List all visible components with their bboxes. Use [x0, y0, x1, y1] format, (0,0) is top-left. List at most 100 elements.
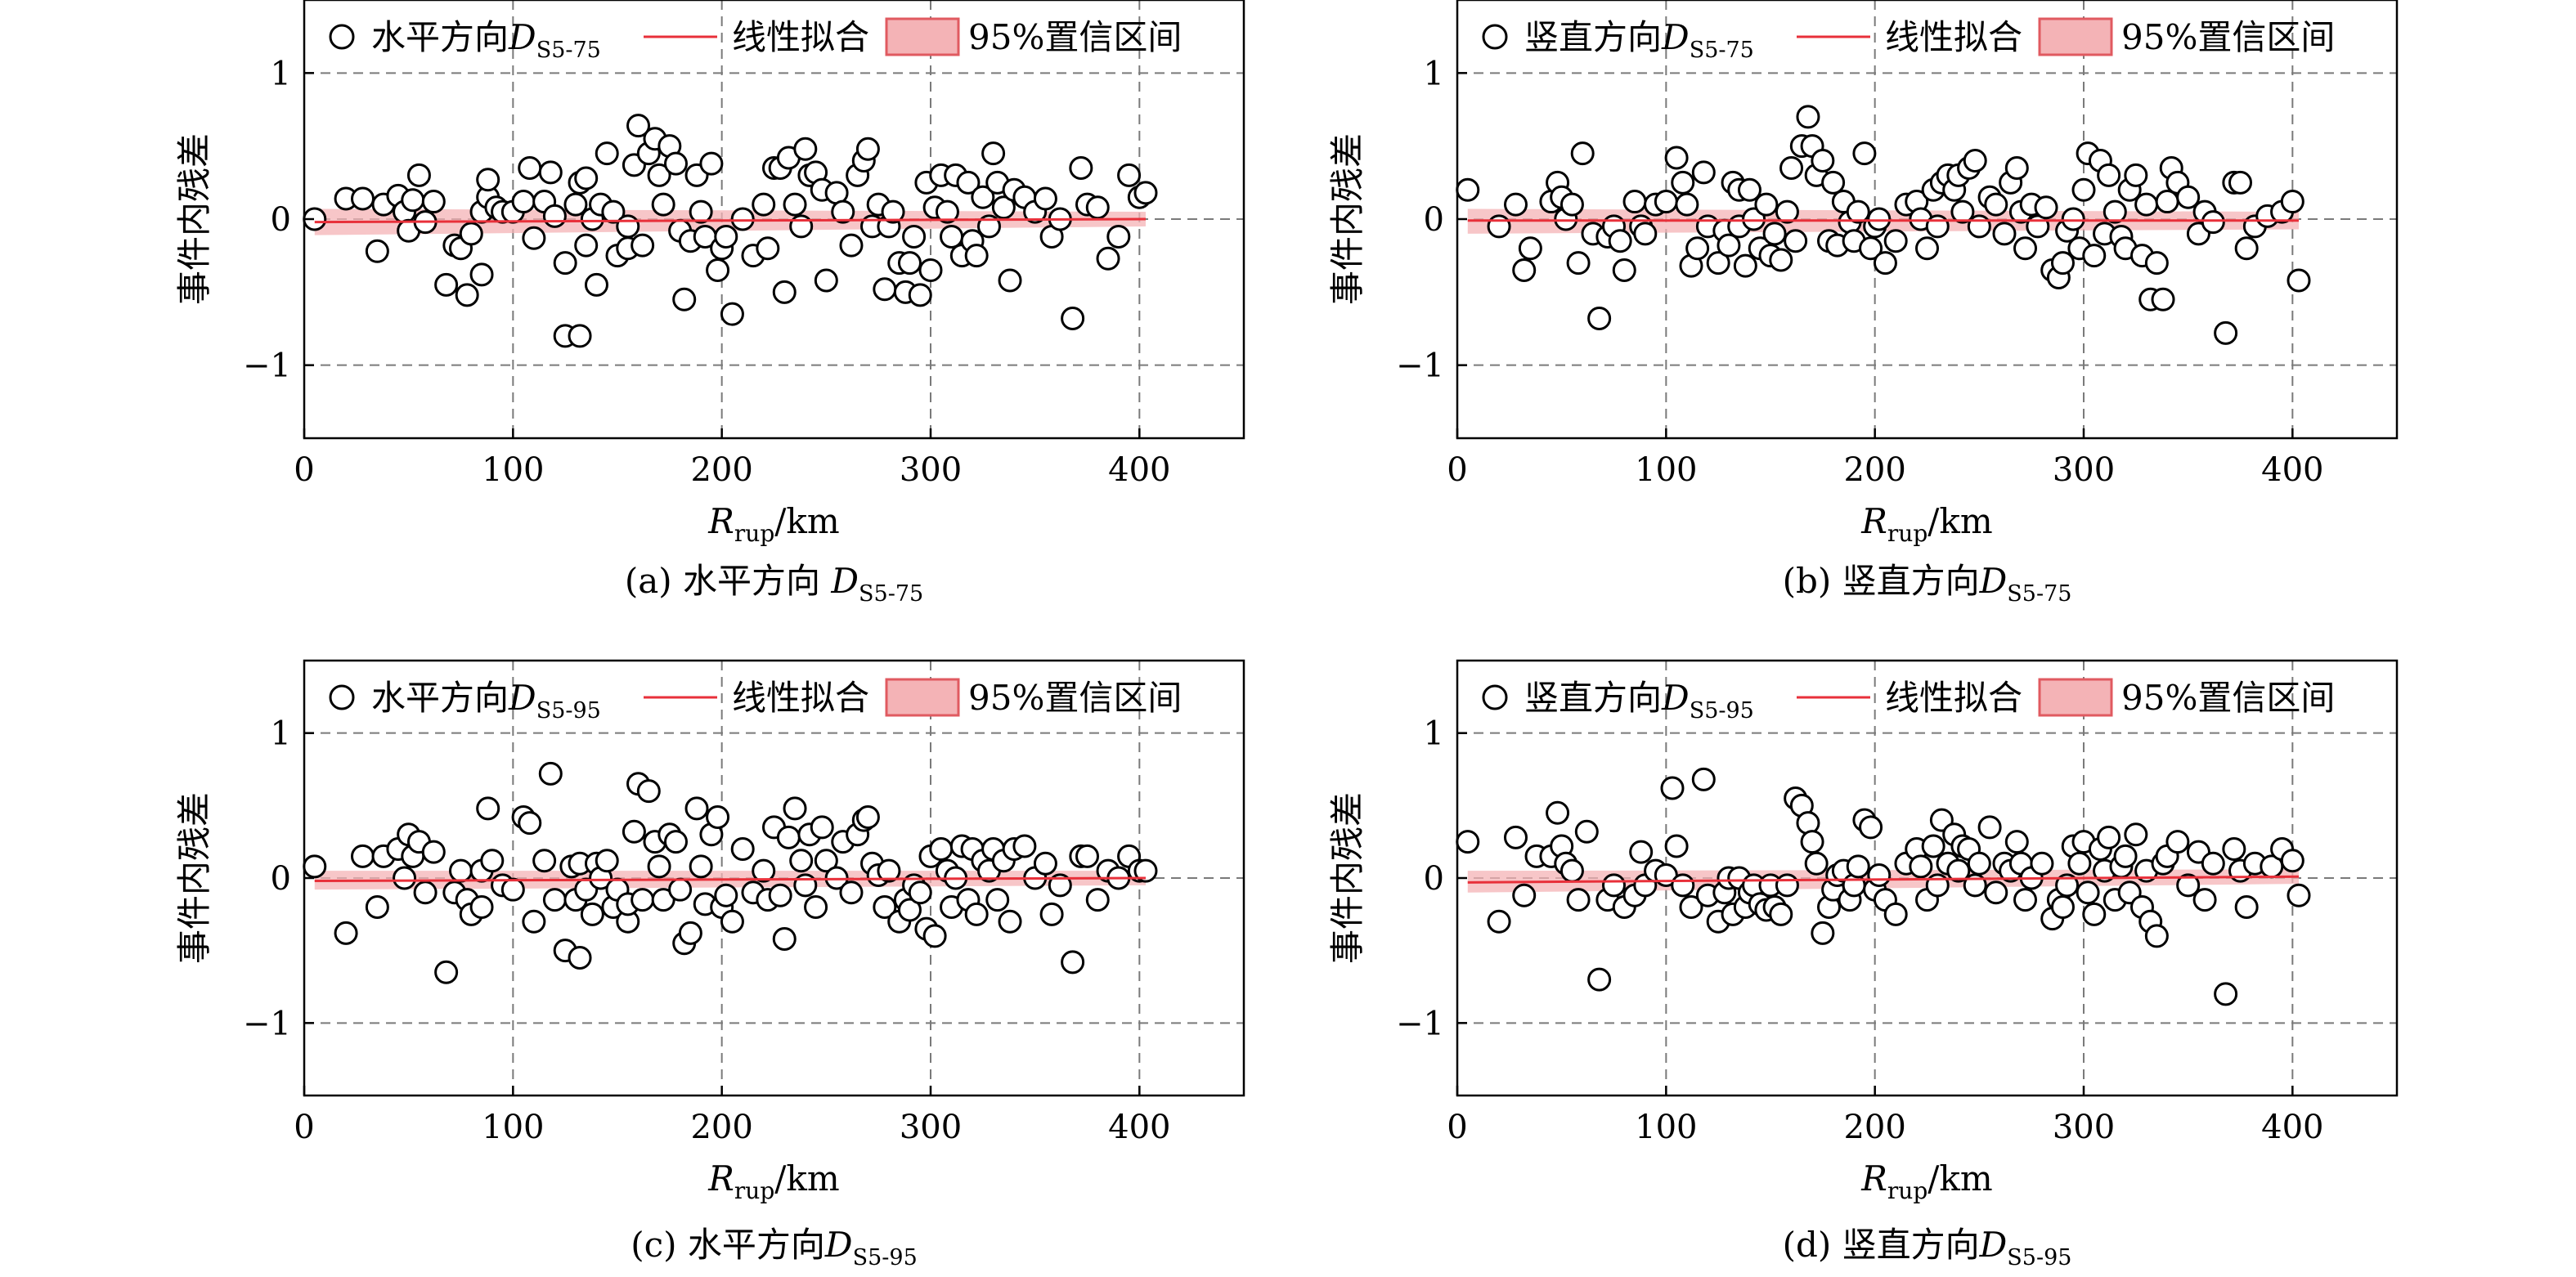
legend-band-icon: [2038, 17, 2113, 56]
data-point: [2151, 287, 2175, 311]
data-point: [1518, 236, 1542, 261]
legend-marker-icon: [329, 24, 355, 50]
data-point: [1133, 858, 1158, 883]
data-point: [2124, 822, 2148, 847]
data-point: [1612, 258, 1636, 283]
data-point: [1546, 800, 1570, 825]
data-point: [622, 819, 646, 844]
data-point: [2287, 268, 2311, 293]
scatter-points: [1456, 105, 2311, 345]
data-point: [897, 251, 922, 276]
data-point: [522, 909, 546, 934]
data-point: [1804, 851, 1829, 876]
data-point: [976, 214, 1001, 239]
data-point: [568, 324, 592, 348]
data-point: [647, 163, 671, 187]
data-point: [2050, 251, 2075, 276]
data-point: [1769, 248, 1793, 272]
y-axis-label: 事件内残差: [1327, 792, 1367, 964]
data-point: [563, 192, 588, 217]
data-point: [1512, 258, 1537, 283]
data-point: [1859, 815, 1883, 840]
data-point: [580, 902, 604, 926]
legend-label-fit: 线性拟合: [732, 678, 869, 718]
x-tick-label: 200: [690, 1109, 752, 1146]
data-point: [1691, 767, 1716, 791]
data-point: [730, 837, 755, 862]
data-point: [985, 888, 1010, 912]
data-point: [1867, 207, 1892, 231]
data-point: [720, 909, 744, 934]
data-point: [1456, 177, 1480, 202]
data-point: [469, 894, 494, 919]
legend-label-band: 95%置信区间: [968, 17, 1182, 57]
data-point: [756, 236, 780, 261]
data-point: [1691, 160, 1716, 185]
data-point: [2192, 888, 2217, 912]
x-tick-label: 300: [2053, 451, 2115, 489]
data-point: [511, 190, 536, 214]
x-tick-label: 100: [1635, 1109, 1697, 1146]
y-tick-label: 0: [271, 860, 291, 898]
x-tick-label: 100: [1635, 451, 1697, 489]
data-point: [1602, 873, 1626, 898]
data-point: [449, 858, 473, 883]
x-tick-label: 0: [1447, 1109, 1467, 1146]
panel-caption: (c) 水平方向DS5-95: [631, 1225, 918, 1270]
y-tick-label: 0: [1424, 201, 1444, 239]
data-point: [1664, 146, 1689, 170]
legend-band-icon: [885, 17, 960, 56]
data-point: [2082, 244, 2107, 268]
data-point: [532, 849, 557, 873]
data-point: [752, 192, 776, 217]
y-axis-label: 事件内残差: [174, 792, 214, 964]
legend-marker-icon: [329, 684, 355, 710]
y-tick-label: −1: [1396, 1005, 1444, 1042]
data-point: [476, 168, 500, 192]
data-point: [1061, 306, 1085, 330]
data-point: [902, 224, 927, 249]
panel-caption: (b) 竖直方向DS5-75: [1783, 561, 2072, 607]
data-point: [714, 224, 738, 249]
data-point: [2071, 177, 2096, 202]
data-point: [789, 849, 814, 873]
data-point: [1069, 155, 1093, 180]
data-point: [1779, 155, 1804, 180]
data-point: [2176, 873, 2201, 898]
legend-label-points: 竖直方向DS5-95: [1524, 678, 1754, 724]
data-point: [1883, 902, 1908, 926]
data-point: [1012, 834, 1037, 858]
data-point: [720, 302, 744, 326]
data-point: [1967, 214, 1991, 239]
data-point: [2214, 982, 2238, 1006]
x-axis-label: Rrup/km: [707, 1158, 839, 1204]
legend-label-points: 水平方向DS5-75: [371, 17, 601, 63]
data-point: [1867, 863, 1892, 887]
data-point: [636, 779, 661, 804]
data-point: [1566, 888, 1591, 912]
data-point: [971, 185, 995, 209]
y-tick-label: 1: [1424, 55, 1444, 92]
x-tick-label: 0: [294, 1109, 314, 1146]
data-point: [1811, 149, 1835, 173]
data-point: [1811, 921, 1835, 945]
data-point: [783, 192, 807, 217]
data-point: [1925, 214, 1950, 239]
data-point: [663, 830, 688, 854]
data-point: [1796, 811, 1820, 836]
data-point: [772, 280, 797, 304]
data-point: [647, 854, 671, 879]
data-point: [1117, 163, 1142, 187]
data-point: [1503, 192, 1528, 217]
panel-b: 0 100 200 300 400 −1 0 1 事件内残差 Rrup/km 竖直方向DS5-75 线…: [1327, 0, 2399, 607]
data-point: [1560, 192, 1584, 217]
data-point: [1950, 199, 1975, 224]
data-point: [1512, 883, 1537, 907]
data-point: [1456, 830, 1480, 854]
data-point: [1717, 233, 1741, 258]
data-point: [940, 224, 964, 249]
data-point: [2082, 902, 2107, 926]
data-point: [964, 244, 989, 268]
data-point: [2280, 190, 2304, 214]
data-point: [814, 268, 838, 293]
